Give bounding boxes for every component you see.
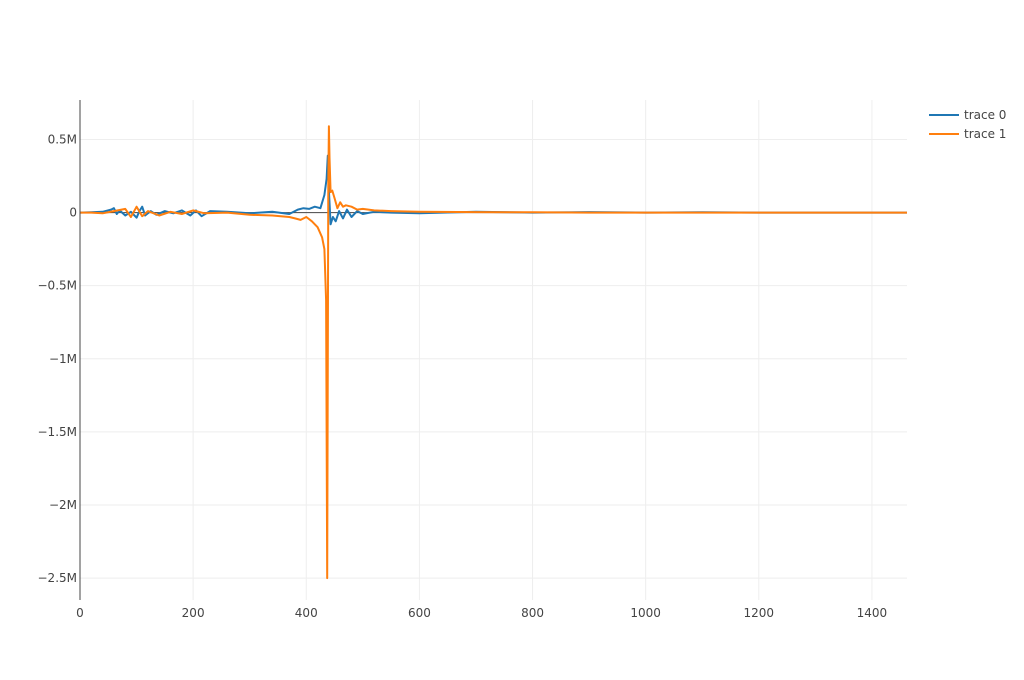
- x-tick-label: 200: [182, 606, 205, 620]
- axes: 0 200 400 600 800 1000 1200 1400 0.5M 0 −0.5M −1M −1…: [38, 100, 888, 620]
- y-tick-label: 0.5M: [48, 132, 77, 146]
- y-tick-label: −2M: [49, 498, 77, 512]
- x-tick-label: 600: [408, 606, 431, 620]
- x-tick-label: 800: [521, 606, 544, 620]
- legend-label: trace 1: [964, 127, 1006, 141]
- series-line-trace-0: [80, 154, 907, 226]
- legend-label: trace 0: [964, 108, 1006, 122]
- x-tick-label: 0: [76, 606, 84, 620]
- x-tick-label: 1200: [744, 606, 775, 620]
- y-tick-label: 0: [69, 206, 77, 220]
- y-tick-label: −1M: [49, 352, 77, 366]
- y-tick-label: −2.5M: [38, 571, 78, 585]
- x-tick-label: 1400: [857, 606, 888, 620]
- series-layer: [80, 125, 907, 580]
- legend-item-trace-1[interactable]: trace 1: [929, 127, 1006, 141]
- grid-lines: [80, 100, 907, 600]
- series-line-trace-1: [80, 125, 907, 580]
- legend[interactable]: trace 0 trace 1: [929, 108, 1006, 141]
- y-tick-label: −0.5M: [38, 279, 78, 293]
- legend-item-trace-0[interactable]: trace 0: [929, 108, 1006, 122]
- x-tick-label: 400: [295, 606, 318, 620]
- x-tick-label: 1000: [630, 606, 661, 620]
- y-tick-label: −1.5M: [38, 425, 78, 439]
